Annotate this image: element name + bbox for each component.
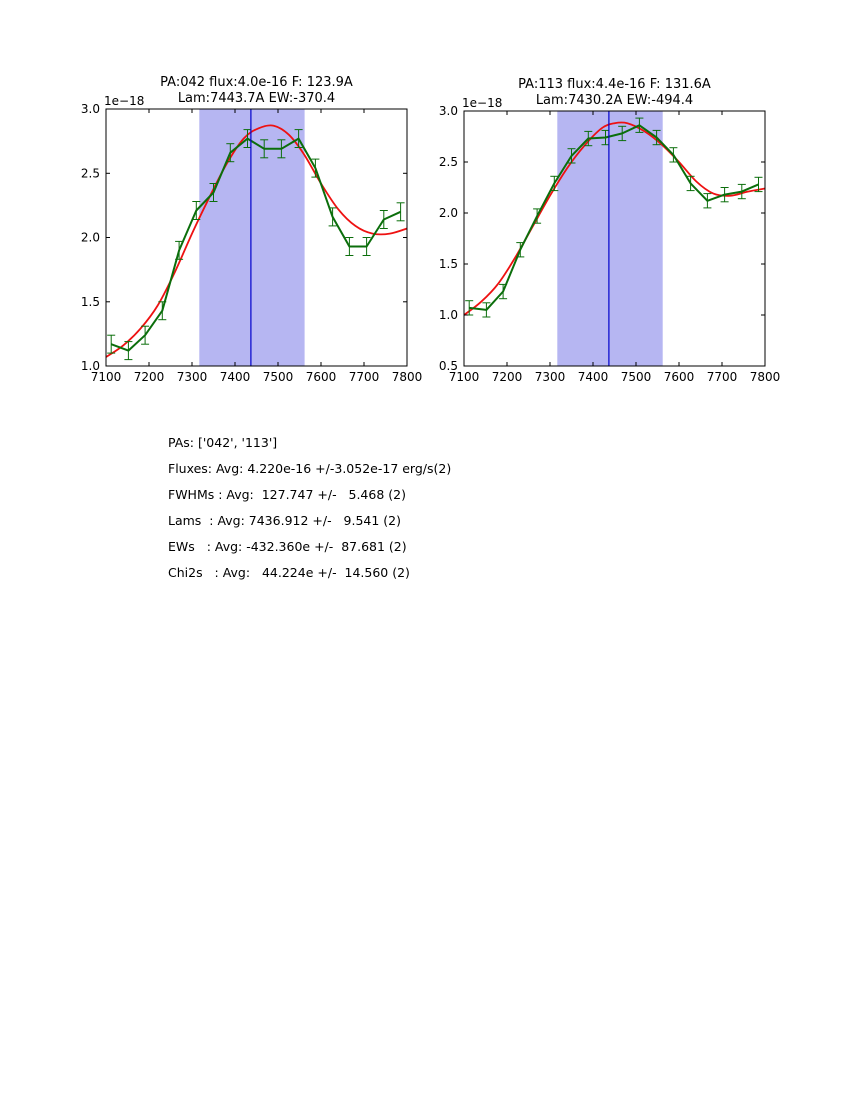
y-tick-label: 3.0 [81,102,100,116]
spectrum-data-line [110,137,402,352]
x-tick-label: 7800 [750,370,781,384]
x-tick-label: 7500 [263,370,294,384]
stats-line-ews: EWs : Avg: -432.360e +/- 87.681 (2) [168,539,407,554]
x-tick-label: 7400 [220,370,251,384]
chart-title: PA:042 flux:4.0e-16 F: 123.9A [160,75,353,90]
x-tick-label: 7600 [664,370,695,384]
y-tick-label: 2.5 [81,166,100,180]
stats-line-chi2s: Chi2s : Avg: 44.224e +/- 14.560 (2) [168,565,410,580]
x-tick-label: 7700 [349,370,380,384]
x-tick-label: 7300 [535,370,566,384]
spectrum-chart-1: 7100 7200 7300 7400 7500 7600 7700 7800 0.5 1.0 1.… [439,77,780,384]
stats-line-pas: PAs: ['042', '113'] [168,435,278,450]
gaussian-fit-line [463,121,766,316]
y-tick-label: 0.5 [439,359,458,373]
integration-band [557,111,663,366]
spectrum-chart-0: 7100 7200 7300 7400 7500 7600 7700 7800 1.0 1.5 2.… [81,75,422,384]
spectrum-data-line [469,124,759,311]
x-tick-label: 7100 [449,370,480,384]
x-tick-label: 7300 [177,370,208,384]
integration-band [199,109,305,366]
chart-title: PA:113 flux:4.4e-16 F: 131.6A [518,77,711,92]
x-tick-label: 7800 [392,370,423,384]
y-tick-label: 3.0 [439,104,458,118]
y-tick-label: 1.0 [81,359,100,373]
stats-line-fluxes: Fluxes: Avg: 4.220e-16 +/-3.052e-17 erg/… [168,461,452,476]
x-tick-label: 7200 [492,370,523,384]
spectra-charts: 7100 7200 7300 7400 7500 7600 7700 7800 1.0 1.5 2.… [81,75,780,384]
y-tick-label: 2.0 [439,206,458,220]
y-tick-label: 1.0 [439,308,458,322]
y-tick-label: 1.5 [439,257,458,271]
x-tick-label: 7600 [306,370,337,384]
y-axis-offset-label: 1e−18 [462,96,502,110]
y-tick-label: 1.5 [81,295,100,309]
y-tick-label: 2.5 [439,155,458,169]
x-tick-label: 7200 [134,370,165,384]
x-tick-label: 7100 [91,370,122,384]
x-tick-label: 7500 [621,370,652,384]
y-tick-label: 2.0 [81,231,100,245]
x-tick-label: 7700 [707,370,738,384]
stats-line-fwhms: FWHMs : Avg: 127.747 +/- 5.468 (2) [168,487,406,502]
stats-block: PAs: ['042', '113'] Fluxes: Avg: 4.220e-… [168,430,451,586]
y-axis-offset-label: 1e−18 [104,94,144,108]
chart-subtitle: Lam:7430.2A EW:-494.4 [536,93,693,108]
plot-frame [463,110,766,367]
chart-subtitle: Lam:7443.7A EW:-370.4 [178,91,335,106]
stats-line-lams: Lams : Avg: 7436.912 +/- 9.541 (2) [168,513,401,528]
x-tick-label: 7400 [578,370,609,384]
gaussian-fit-line [105,124,408,358]
